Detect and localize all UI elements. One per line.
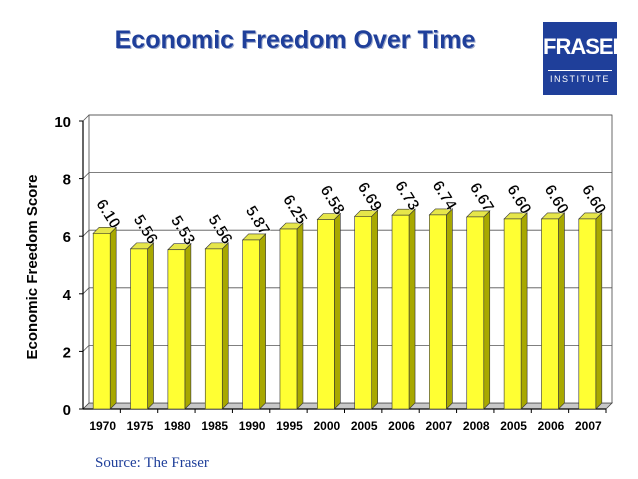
bar [503,218,522,410]
x-tick-label: 2005 [351,419,378,433]
bar-side [334,212,341,410]
x-tick-label: 2007 [426,419,453,433]
bar [242,239,260,410]
plot-back-wall [88,114,613,404]
bar-side [371,209,378,410]
bar [130,248,148,410]
source-note: Source: The Fraser [95,455,209,471]
chart-title: Economic Freedom Over Time [114,26,476,54]
bar [92,233,111,410]
fraser-institute-logo: FRASER INSTITUTE [543,22,628,95]
x-tick-label: 2007 [575,419,602,433]
x-tick-label: 1985 [201,419,228,433]
x-tick-label: 1970 [89,419,116,433]
bar-side [109,226,117,410]
x-tick-label: 2000 [313,419,340,433]
bar [541,218,559,410]
gridline [82,172,612,179]
y-tick-label: 10 [54,114,71,131]
x-tick-label: 2008 [463,419,490,433]
bar [429,214,447,410]
y-axis-title: Economic Freedom Score [24,174,41,359]
bar-side [558,212,565,410]
bar-side [296,222,304,410]
plot-floor [82,402,613,410]
bar [204,248,223,410]
gridline [82,114,612,122]
bar-side [147,242,154,410]
bar-side [259,233,266,410]
x-tick-label: 1975 [127,419,154,433]
x-tick-label: 2006 [388,419,415,433]
y-tick-label: 4 [63,287,72,304]
y-tick-label: 8 [63,172,71,189]
bar [317,219,335,410]
bar-side [595,212,603,410]
y-tick-label: 6 [63,229,71,246]
bar [391,214,410,410]
bar-side [184,243,192,410]
bar-side [520,212,528,410]
logo-divider [548,70,612,71]
logo-subtitle: INSTITUTE [550,74,610,84]
bar [466,216,485,410]
bar-side [446,208,453,410]
x-tick-label: 1990 [239,419,266,433]
logo-name: FRASER [543,34,628,59]
bar [279,228,298,410]
bar-side [408,208,416,410]
x-tick-label: 1995 [276,419,303,433]
x-tick-label: 2005 [500,419,527,433]
x-tick-label: 1980 [164,419,191,433]
y-tick-label: 2 [63,344,71,361]
bar [578,218,597,410]
x-tick-label: 2006 [538,419,565,433]
bar [354,216,372,410]
y-tick-label: 0 [63,402,71,419]
bar [167,249,186,410]
bar-side [483,210,491,410]
bar-side [221,242,229,410]
